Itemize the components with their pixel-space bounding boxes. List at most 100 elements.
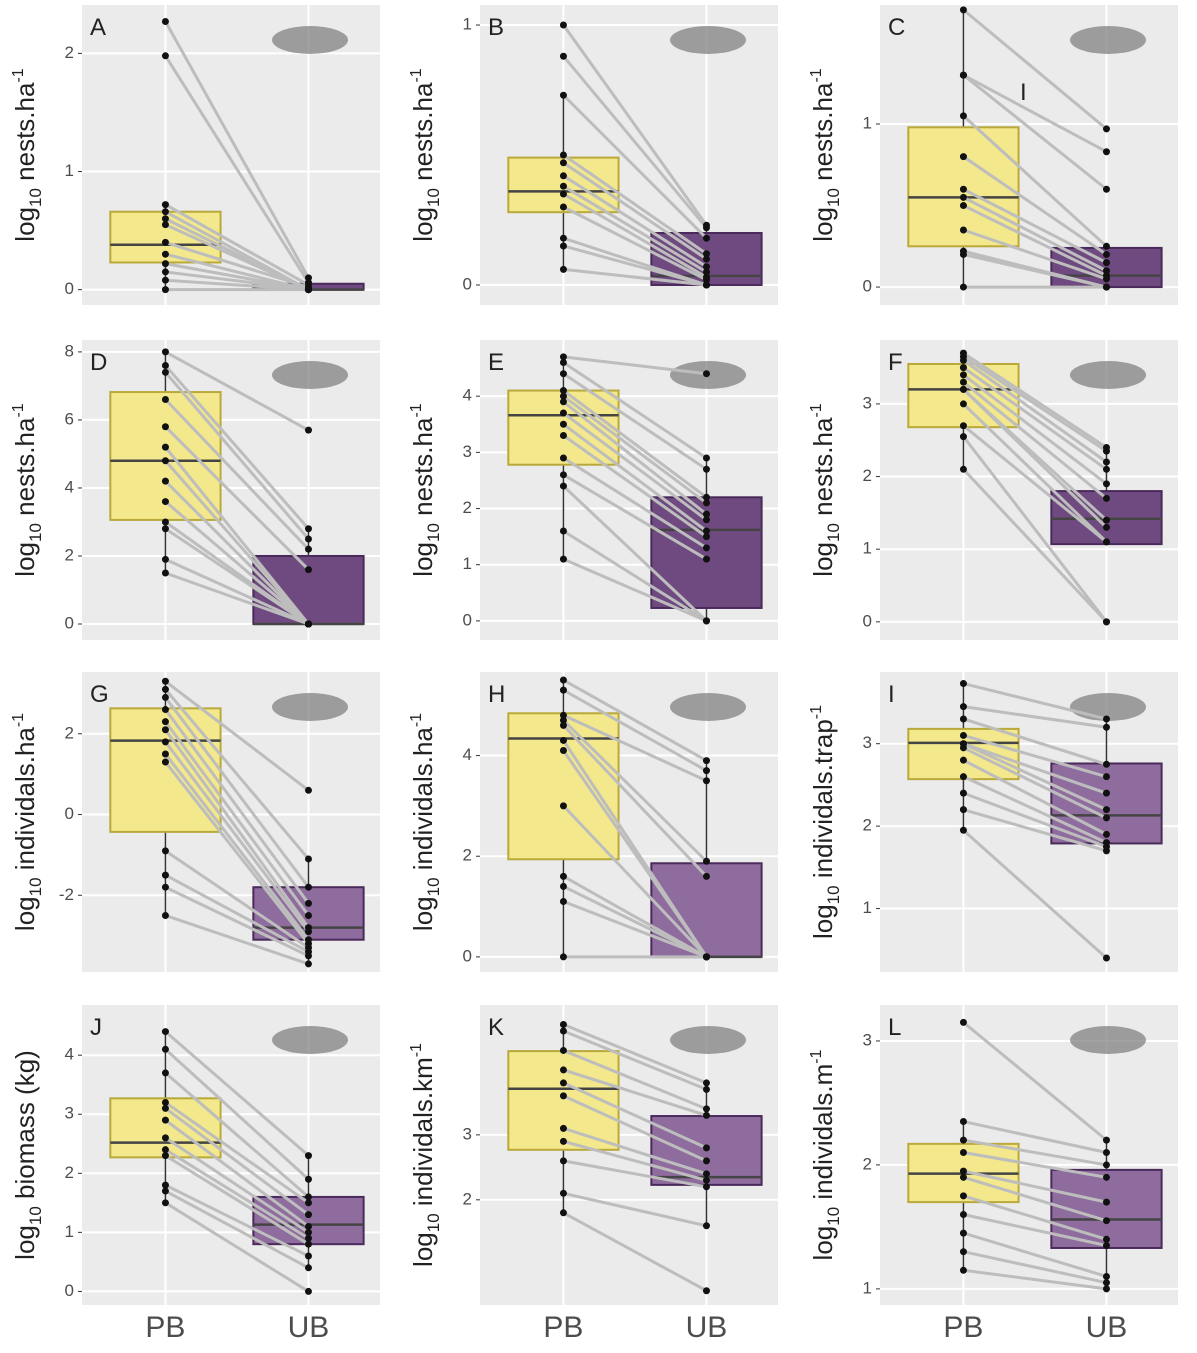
point (162, 1028, 169, 1035)
y-label-unit: nests.ha (10, 417, 40, 523)
point (305, 787, 312, 794)
y-label-log: log (10, 896, 40, 931)
y-label-power: -1 (10, 713, 27, 727)
y-label-unit: nests.ha (808, 417, 838, 523)
y-tick-label: 1 (863, 1278, 872, 1297)
panel-label: B (488, 14, 504, 41)
point (960, 757, 967, 764)
point (1103, 1285, 1110, 1292)
y-label-unit: individals.trap (808, 719, 838, 885)
point (162, 718, 169, 725)
y-tick-label: 0 (863, 611, 872, 630)
animal-icon (272, 1026, 348, 1054)
point (560, 359, 567, 366)
y-tick-label: 4 (463, 386, 472, 405)
point (162, 286, 169, 293)
y-label-log: log (408, 1232, 438, 1267)
point (703, 533, 710, 540)
y-tick-label: 1 (863, 539, 872, 558)
y-label-unit: individals.ha (408, 727, 438, 878)
point (560, 370, 567, 377)
point (162, 759, 169, 766)
y-label-unit: nests.ha (808, 82, 838, 188)
point (1103, 186, 1110, 193)
y-label-power: -1 (408, 713, 425, 727)
point (560, 454, 567, 461)
point (1103, 1137, 1110, 1144)
panel-label: L (888, 1014, 901, 1041)
y-tick-label: 8 (65, 341, 74, 360)
point (1103, 761, 1110, 768)
point (162, 912, 169, 919)
point (960, 112, 967, 119)
point (1103, 806, 1110, 813)
figure: 012log10 nests.ha-1A01log10 nests.ha-1B0… (0, 0, 1197, 1348)
x-tick-label: PB (943, 1311, 983, 1344)
point (162, 694, 169, 701)
point (960, 827, 967, 834)
y-label-log: log (10, 207, 40, 242)
point (703, 617, 710, 624)
point (162, 872, 169, 879)
point (560, 159, 567, 166)
y-label-power: -1 (808, 705, 825, 719)
point (1103, 495, 1110, 502)
point (560, 152, 567, 159)
y-label-unit: nests.ha (408, 82, 438, 188)
point (960, 1248, 967, 1255)
point (1103, 466, 1110, 473)
point (960, 466, 967, 473)
point (703, 499, 710, 506)
point (162, 1152, 169, 1159)
point (560, 802, 567, 809)
y-tick-label: 4 (463, 745, 472, 764)
point (1103, 1199, 1110, 1206)
point (1103, 954, 1110, 961)
point (960, 433, 967, 440)
y-tick-label: 2 (65, 723, 74, 742)
point (1103, 1273, 1110, 1280)
animal-icon (670, 26, 746, 54)
point (1103, 773, 1110, 780)
animal-icon (1070, 361, 1146, 389)
point (703, 757, 710, 764)
point (560, 1092, 567, 1099)
y-axis-label: log10 individals.ha-1 (408, 713, 443, 931)
y-tick-label: 0 (463, 274, 472, 293)
point (162, 1134, 169, 1141)
panel-label: G (90, 681, 109, 708)
y-tick-label: 3 (863, 1030, 872, 1049)
point (960, 1174, 967, 1181)
point (305, 912, 312, 919)
point (162, 556, 169, 563)
point (560, 203, 567, 210)
point (162, 750, 169, 757)
point (1103, 125, 1110, 132)
y-tick-label: 2 (463, 846, 472, 865)
point (305, 884, 312, 891)
point (305, 1211, 312, 1218)
x-tick-label: PB (145, 1311, 185, 1344)
point (162, 423, 169, 430)
point (1103, 1242, 1110, 1249)
y-tick-label: 0 (463, 610, 472, 629)
y-label-base: 10 (424, 523, 443, 542)
point (162, 277, 169, 284)
point (560, 432, 567, 439)
y-tick-label: 0 (863, 277, 872, 296)
point (1103, 538, 1110, 545)
y-label-log: log (408, 207, 438, 242)
point (703, 454, 710, 461)
y-tick-label: 2 (65, 43, 74, 62)
point (305, 1288, 312, 1295)
animal-icon (272, 26, 348, 54)
panel-label: E (488, 349, 504, 376)
point (960, 1267, 967, 1274)
point (703, 1144, 710, 1151)
point (560, 92, 567, 99)
point (162, 738, 169, 745)
y-tick-label: 2 (65, 545, 74, 564)
point (305, 535, 312, 542)
point (960, 357, 967, 364)
animal-icon (670, 693, 746, 721)
